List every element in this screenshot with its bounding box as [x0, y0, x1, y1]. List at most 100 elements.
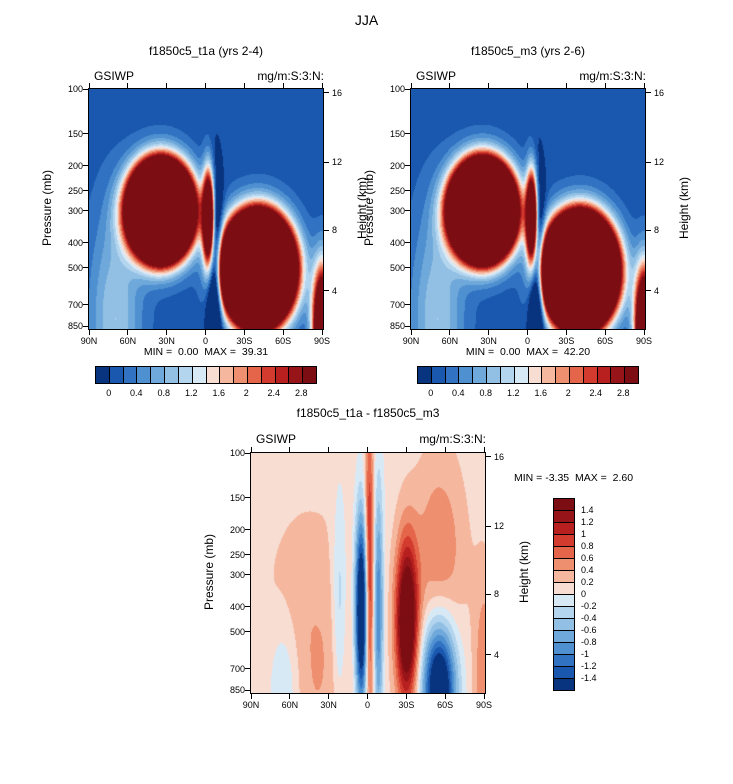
colorbar-cell — [205, 367, 220, 383]
lat-tick — [604, 330, 606, 335]
lat-tick-label: 90S — [313, 336, 330, 346]
lat-tick-top — [321, 83, 323, 88]
pressure-tick — [83, 325, 88, 327]
colorbar-cell — [554, 666, 574, 678]
lat-tick-label: 30S — [558, 336, 575, 346]
height-tick-label: 8 — [332, 225, 338, 236]
height-tick-label: 12 — [654, 157, 665, 168]
pressure-tick — [245, 497, 250, 499]
lat-tick — [643, 330, 645, 335]
lat-tick-label: 90N — [402, 336, 420, 346]
pressure-tick — [405, 190, 410, 192]
colorbar-cell — [555, 367, 569, 383]
colorbar-labels: 0 0.4 0.8 1.2 1.6 2 2.4 2.8 — [95, 388, 315, 400]
pressure-tick — [405, 242, 410, 244]
pressure-tick-label: 150 — [229, 492, 245, 503]
lat-tick-label: 0 — [524, 336, 530, 346]
height-tick — [324, 229, 329, 231]
colorbar-cell — [554, 642, 574, 654]
colorbar-cell — [499, 367, 514, 383]
pressure-tick-label: 500 — [67, 262, 83, 273]
lat-tick-top — [205, 83, 206, 88]
colorbar-tick-label: 2 — [243, 388, 249, 398]
height-tick — [486, 593, 491, 595]
pressure-tick-label: 300 — [229, 569, 245, 580]
colorbar-cell — [233, 367, 247, 383]
colorbar-cell — [513, 367, 528, 383]
colorbar-tick-label: 2.8 — [616, 388, 630, 398]
colorbar-cell — [122, 367, 137, 383]
colorbar — [95, 366, 317, 384]
colorbar-tick-label: -1 — [581, 649, 590, 659]
minmax-text: MIN = 0.00 MAX = 39.31 — [143, 346, 269, 358]
lat-tick-label: 0 — [202, 336, 208, 346]
colorbar-tick-label: -0.2 — [581, 601, 597, 611]
colorbar-tick-label: 1.2 — [184, 388, 198, 398]
colorbar-cell — [554, 522, 574, 534]
colorbar-cell — [554, 510, 574, 522]
colorbar-tick-label: 1.2 — [581, 517, 594, 527]
colorbar-tick-label: 0.2 — [581, 577, 594, 587]
colorbar-tick-label: -1.2 — [581, 661, 597, 671]
units-label: mg/m:S:3:N: — [419, 432, 486, 446]
lat-tick-top — [127, 83, 129, 88]
colorbar-tick-label: 1.2 — [506, 388, 520, 398]
colorbar-tick-label: -0.8 — [581, 637, 597, 647]
pressure-tick-label: 250 — [229, 549, 245, 560]
variable-label: GSIWP — [416, 69, 457, 83]
pressure-tick-label: 100 — [67, 84, 83, 94]
pressure-tick-label: 850 — [389, 321, 405, 332]
lat-tick-top — [604, 83, 606, 88]
colorbar-cell — [554, 654, 574, 666]
lat-tick-label: 30S — [236, 336, 253, 346]
panel-title: f1850c5_t1a - f1850c5_m3 — [296, 406, 440, 420]
lat-tick-top — [166, 83, 168, 88]
lat-tick-top — [250, 447, 252, 452]
pressure-tick — [245, 606, 250, 608]
colorbar-diff-labels: 1.4 1.2 1 0.8 0.6 0.4 0.2 0 -0.2 -0.4 -0.6 -0.8 -1 -1… — [581, 498, 613, 691]
lat-tick-label: 60N — [441, 336, 459, 346]
contour-field-canvas — [250, 452, 486, 694]
height-tick — [646, 229, 651, 231]
lat-tick — [289, 694, 291, 699]
lat-tick-top — [527, 83, 528, 88]
height-tick-label: 4 — [332, 285, 338, 296]
pressure-tick — [405, 304, 410, 306]
pressure-axis-title: Pressure (mb) — [202, 534, 216, 611]
colorbar-cell — [541, 367, 556, 383]
height-tick — [486, 456, 491, 458]
lat-tick — [444, 694, 446, 699]
colorbar-cell — [610, 367, 625, 383]
height-tick — [646, 161, 651, 163]
pressure-tick-label: 300 — [67, 205, 83, 216]
units-label: mg/m:S:3:N: — [257, 69, 324, 83]
height-tick — [486, 654, 491, 656]
lat-tick-top — [282, 83, 284, 88]
colorbar-tick-label: 0.8 — [479, 388, 493, 398]
colorbar-cell — [444, 367, 459, 383]
colorbar-cell — [554, 499, 574, 510]
pressure-tick-label: 400 — [67, 237, 83, 248]
pressure-tick — [245, 452, 250, 454]
colorbar-tick-label: 0.8 — [581, 541, 594, 551]
pressure-tick-label: 850 — [229, 685, 245, 696]
lat-tick — [328, 694, 330, 699]
colorbar-cell — [554, 606, 574, 618]
pressure-tick — [245, 668, 250, 670]
lat-tick — [88, 330, 90, 335]
colorbar-cell — [554, 594, 574, 606]
contour-field-canvas — [410, 88, 646, 330]
lat-tick-top — [289, 447, 291, 452]
pressure-tick — [83, 88, 88, 90]
pressure-tick — [405, 88, 410, 90]
pressure-tick-label: 200 — [389, 160, 405, 171]
colorbar-tick-label: 0.4 — [581, 565, 594, 575]
colorbar-cell — [554, 546, 574, 558]
pressure-tick — [405, 210, 410, 212]
pressure-tick — [83, 304, 88, 306]
lat-tick-top — [367, 447, 368, 452]
colorbar-cell — [554, 618, 574, 630]
lat-tick — [282, 330, 284, 335]
panel-title: f1850c5_m3 (yrs 2-6) — [470, 44, 586, 58]
pressure-tick-label: 150 — [389, 128, 405, 139]
